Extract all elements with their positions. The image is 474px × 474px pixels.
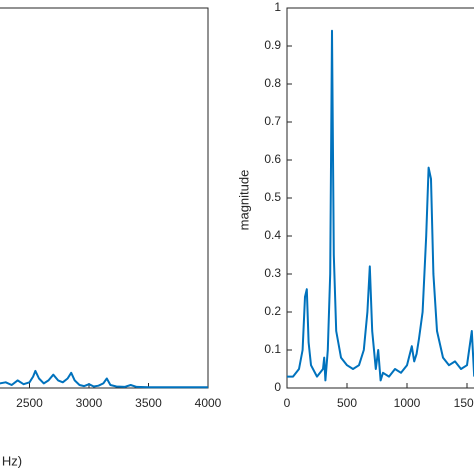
line-series [287, 29, 474, 382]
x-tick-label: 3000 [76, 396, 103, 410]
y-tick-label: 0.3 [264, 266, 281, 280]
y-tick-label: 0 [274, 380, 281, 394]
x-tick-label: 1000 [394, 396, 421, 410]
y-tick-label: 0.8 [264, 76, 281, 90]
x-tick-label: 2500 [16, 396, 43, 410]
y-tick-label: 0.1 [264, 342, 281, 356]
x-tick-label: 0 [284, 396, 291, 410]
y-tick-label: 0.6 [264, 152, 281, 166]
y-axis-label: magnitude [236, 170, 251, 231]
x-axis-label: Hz) [2, 453, 22, 468]
y-tick-label: 1 [274, 0, 281, 14]
y-tick-label: 0.2 [264, 304, 281, 318]
axes-box [0, 7, 209, 389]
y-tick-label: 0.7 [264, 114, 281, 128]
x-tick-label: 4000 [195, 396, 222, 410]
x-tick-label: 3500 [135, 396, 162, 410]
line-series [0, 369, 208, 389]
x-tick-label: 500 [337, 396, 357, 410]
y-tick-label: 0.4 [264, 228, 281, 242]
y-tick-label: 0.9 [264, 38, 281, 52]
y-tick-label: 0.5 [264, 190, 281, 204]
axes-box [286, 7, 474, 389]
